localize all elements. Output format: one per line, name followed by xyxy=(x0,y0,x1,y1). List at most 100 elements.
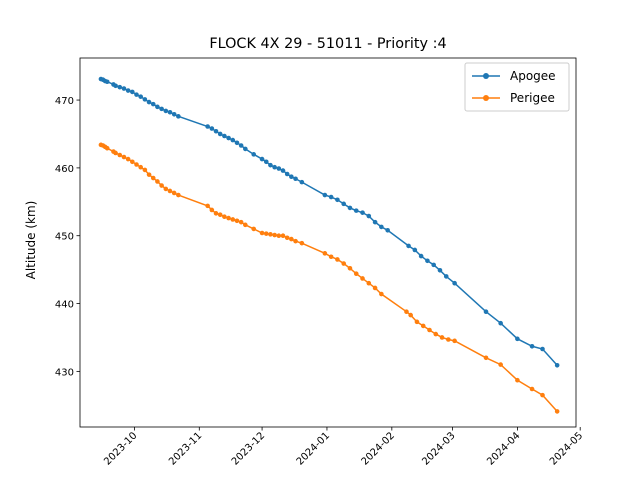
data-point-perigee xyxy=(155,179,160,184)
y-tick-label: 470 xyxy=(55,96,74,107)
data-point-perigee xyxy=(117,152,123,158)
data-point-apogee xyxy=(272,164,277,170)
data-point-apogee xyxy=(222,133,227,139)
data-point-apogee xyxy=(230,137,236,143)
data-point-perigee xyxy=(414,319,420,325)
data-point-apogee xyxy=(353,208,359,213)
data-point-apogee xyxy=(176,114,181,119)
data-point-perigee xyxy=(289,236,294,242)
data-point-apogee xyxy=(163,108,169,114)
data-point-perigee xyxy=(427,327,432,333)
data-point-perigee xyxy=(272,232,277,238)
data-point-perigee xyxy=(205,203,210,209)
legend-label-apogee: Apogee xyxy=(510,69,556,83)
data-point-apogee xyxy=(130,89,135,95)
data-point-perigee xyxy=(226,215,231,221)
data-point-apogee xyxy=(483,309,489,314)
data-point-apogee xyxy=(117,84,123,90)
data-point-apogee xyxy=(167,109,173,115)
data-point-apogee xyxy=(125,88,131,93)
data-point-perigee xyxy=(322,251,328,256)
data-point-apogee xyxy=(251,152,256,157)
data-point-perigee xyxy=(217,212,223,217)
data-point-apogee xyxy=(335,197,340,203)
data-point-perigee xyxy=(134,162,139,167)
data-point-apogee xyxy=(515,336,520,342)
data-point-apogee xyxy=(289,174,294,179)
data-point-apogee xyxy=(412,247,418,253)
data-point-apogee xyxy=(418,253,424,259)
data-point-perigee xyxy=(268,232,273,237)
data-point-perigee xyxy=(328,254,334,260)
data-point-apogee xyxy=(209,126,215,131)
data-point-perigee xyxy=(554,409,560,414)
data-point-apogee xyxy=(379,224,384,230)
data-point-perigee xyxy=(167,188,173,194)
data-point-perigee xyxy=(113,150,118,156)
data-point-apogee xyxy=(104,79,110,85)
data-point-perigee xyxy=(515,377,520,383)
data-point-apogee xyxy=(234,140,240,146)
data-point-apogee xyxy=(299,179,305,185)
data-point-perigee xyxy=(104,145,110,151)
y-tick-label: 460 xyxy=(55,164,74,175)
data-point-perigee xyxy=(125,156,131,162)
data-point-perigee xyxy=(483,355,489,361)
data-point-perigee xyxy=(439,335,445,340)
data-point-apogee xyxy=(263,159,269,165)
data-point-apogee xyxy=(205,124,210,129)
data-point-perigee xyxy=(276,233,282,239)
data-point-perigee xyxy=(230,217,236,222)
data-point-perigee xyxy=(372,285,378,291)
series-apogee xyxy=(98,76,560,368)
data-point-perigee xyxy=(163,186,169,192)
y-tick-label: 440 xyxy=(55,300,74,311)
data-point-apogee xyxy=(280,168,286,173)
data-point-apogee xyxy=(138,94,143,99)
data-point-perigee xyxy=(176,192,181,198)
data-point-apogee xyxy=(328,194,334,200)
data-point-apogee xyxy=(213,128,219,134)
data-point-perigee xyxy=(353,271,359,277)
data-point-perigee xyxy=(213,211,219,216)
y-tick-label: 430 xyxy=(55,367,74,378)
data-point-apogee xyxy=(243,146,248,152)
data-point-perigee xyxy=(222,214,227,220)
data-point-apogee xyxy=(159,106,164,112)
legend-marker-apogee xyxy=(483,73,489,79)
chart-title: FLOCK 4X 29 - 51011 - Priority :4 xyxy=(209,36,446,52)
data-point-apogee xyxy=(113,83,118,89)
data-point-perigee xyxy=(243,222,248,228)
data-point-perigee xyxy=(238,219,244,225)
data-point-perigee xyxy=(121,154,127,160)
y-tick-label: 450 xyxy=(55,232,74,243)
data-point-apogee xyxy=(341,201,347,207)
data-point-perigee xyxy=(280,233,286,239)
data-point-apogee xyxy=(276,166,282,171)
data-point-perigee xyxy=(404,309,409,314)
data-point-perigee xyxy=(341,261,347,266)
data-point-apogee xyxy=(540,346,545,352)
data-point-apogee xyxy=(554,362,560,368)
data-point-perigee xyxy=(408,312,413,318)
data-point-apogee xyxy=(498,320,503,326)
data-point-perigee xyxy=(234,218,240,224)
data-point-apogee xyxy=(452,280,457,286)
data-point-apogee xyxy=(284,171,290,177)
data-point-perigee xyxy=(366,280,372,286)
data-point-perigee xyxy=(360,276,365,281)
data-point-apogee xyxy=(259,156,265,162)
data-point-perigee xyxy=(150,175,156,181)
data-point-perigee xyxy=(284,235,290,241)
data-point-apogee xyxy=(529,343,535,349)
data-point-perigee xyxy=(259,230,265,236)
series-perigee xyxy=(98,142,560,414)
data-point-apogee xyxy=(322,192,328,198)
data-point-perigee xyxy=(498,362,503,367)
data-point-apogee xyxy=(171,112,177,117)
data-point-apogee xyxy=(443,274,449,279)
data-point-perigee xyxy=(420,323,426,329)
y-axis-label: Altitude (km) xyxy=(24,201,38,280)
